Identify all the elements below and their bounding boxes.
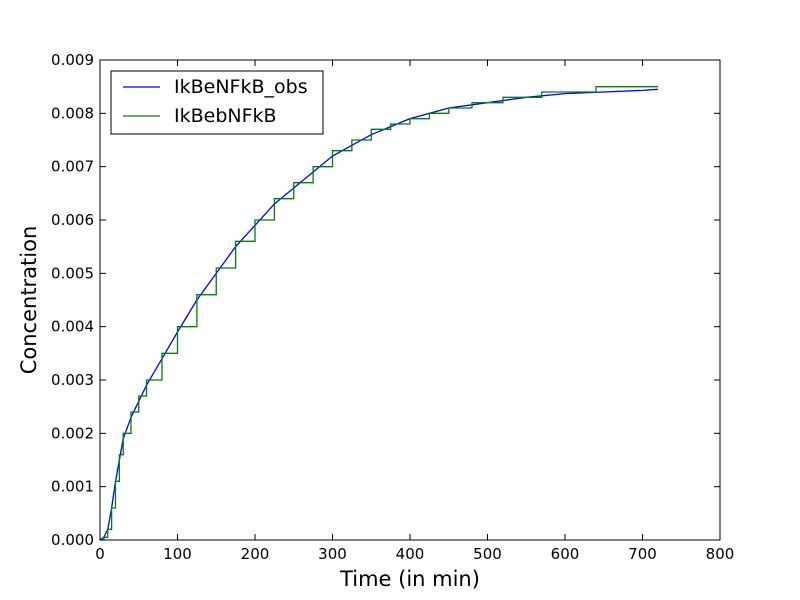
y-axis-label: Concentration [17,226,41,375]
x-tick-label: 800 [706,545,735,563]
legend-box [110,70,324,135]
x-tick-label: 300 [318,545,347,563]
y-tick-label: 0.006 [51,211,94,229]
x-tick-label: 700 [628,545,657,563]
legend-label-ikbenfkb-obs: IkBeNFkB_obs [174,76,308,98]
y-tick-label: 0.003 [51,371,94,389]
y-tick-label: 0.001 [51,478,94,496]
series-line-ikbebnfkb [100,86,658,541]
x-tick-label: 100 [163,545,192,563]
series-layer [99,86,659,541]
x-tick-label: 400 [396,545,425,563]
x-tick-label: 200 [241,545,270,563]
ticks-layer: 0 100 200 300 400 500 600 700 800 0.000 0.001 0.002… [51,51,734,563]
y-tick-label: 0.002 [51,424,94,442]
legend: IkBeNFkB_obs IkBebNFkB [110,70,324,135]
y-tick-label: 0.009 [51,51,94,69]
y-tick-label: 0.004 [51,318,94,336]
x-axis-label: Time (in min) [339,567,480,591]
plot-area [100,60,720,540]
x-tick-label: 0 [95,545,105,563]
y-tick-label: 0.007 [51,158,94,176]
y-tick-label: 0.008 [51,104,94,122]
y-tick-label: 0.005 [51,264,94,282]
x-tick-label: 500 [473,545,502,563]
x-tick-label: 600 [551,545,580,563]
legend-label-ikbebnfkb: IkBebNFkB [174,105,277,127]
y-tick-label: 0.000 [51,531,94,549]
